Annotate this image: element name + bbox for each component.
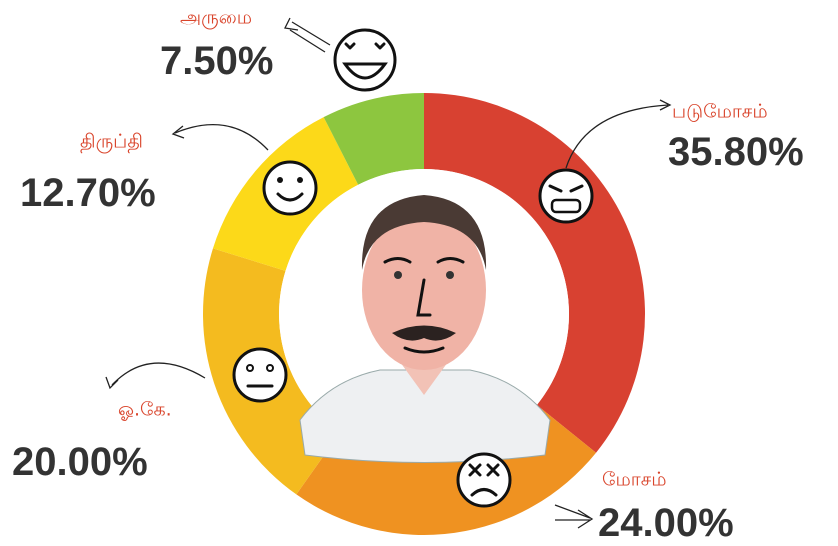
value-label: 20.00% [12, 440, 148, 484]
value-label: 12.70% [20, 171, 156, 215]
value-label: 35.80% [668, 130, 804, 174]
category-label: அருமை [180, 7, 252, 30]
category-label: திருப்தி [80, 131, 143, 154]
emojis [105, 17, 672, 529]
portrait [279, 169, 569, 463]
labels: படுமோசம் 35.80% மோசம் 24.00% ஓ.கே. 20.00% திரு… [12, 7, 804, 546]
value-label: 7.50% [160, 39, 273, 83]
value-label: 24.00% [598, 501, 734, 545]
donut-segment [323, 93, 424, 185]
category-label: படுமோசம் [672, 101, 768, 123]
category-label: ஓ.கே. [118, 399, 172, 421]
category-label: மோசம் [602, 469, 667, 491]
